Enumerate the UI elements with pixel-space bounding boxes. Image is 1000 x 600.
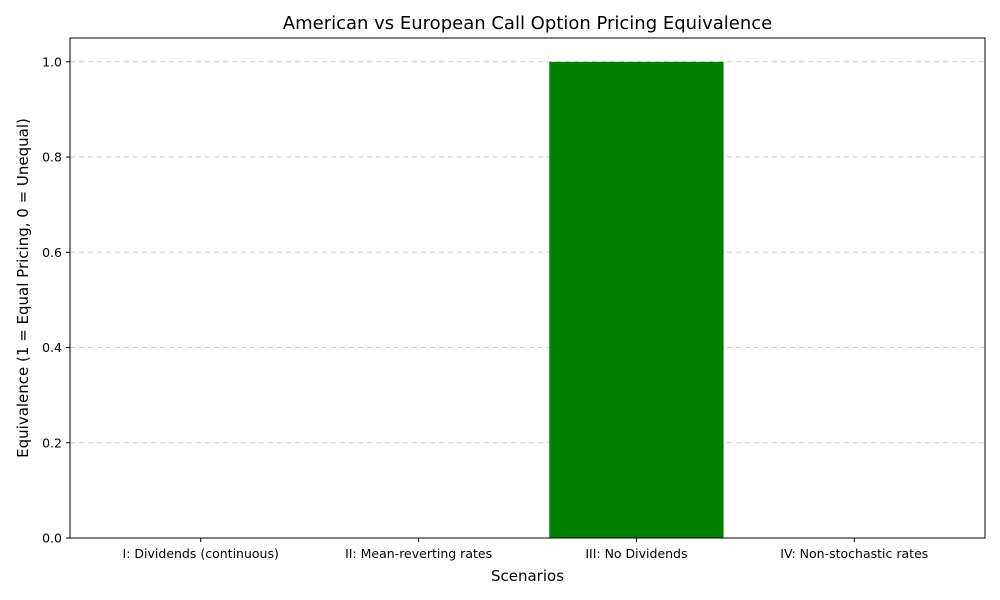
x-axis-label: Scenarios <box>491 567 564 585</box>
x-tick-label: III: No Dividends <box>585 546 687 561</box>
x-tick-label: I: Dividends (continuous) <box>123 546 279 561</box>
plot-frame <box>69 37 986 539</box>
y-tick-label: 0.8 <box>42 150 62 165</box>
y-axis-label: Equivalence (1 = Equal Pricing, 0 = Uneq… <box>14 118 32 458</box>
x-tick-label: IV: Non-stochastic rates <box>780 546 928 561</box>
x-axis-ticks: I: Dividends (continuous) II: Mean-revert… <box>123 538 928 561</box>
y-tick-label: 0.4 <box>42 340 62 355</box>
chart-title: American vs European Call Option Pricing… <box>283 13 772 34</box>
y-tick-label: 1.0 <box>42 54 62 69</box>
y-axis-ticks: 0.0 0.2 0.4 0.6 0.8 1.0 <box>42 54 70 546</box>
bar <box>549 61 724 539</box>
y-tick-label: 0.6 <box>42 245 62 260</box>
y-tick-label: 0.2 <box>42 435 62 450</box>
bars <box>549 61 724 539</box>
x-tick-label: II: Mean-reverting rates <box>345 546 492 561</box>
y-tick-label: 0.0 <box>42 531 62 546</box>
grid-lines <box>70 61 985 539</box>
